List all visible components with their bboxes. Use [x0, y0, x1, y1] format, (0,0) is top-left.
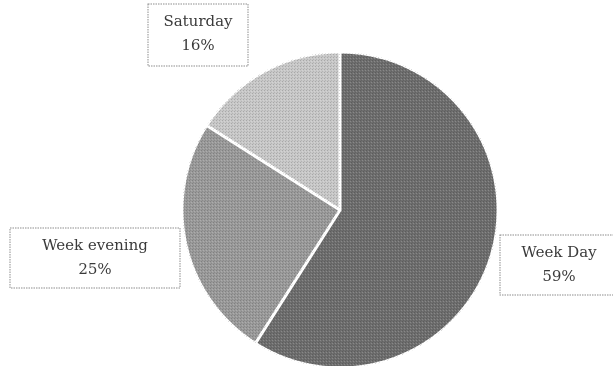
label-box — [147, 3, 249, 67]
slice-category-label: Week Day — [521, 243, 597, 261]
slice-label-week-evening: Week evening 25% — [9, 227, 181, 289]
pie-slice-texture-saturday — [206, 52, 340, 210]
slice-value-label: 25% — [78, 260, 111, 278]
pie-slices — [180, 50, 500, 366]
label-box — [9, 227, 181, 289]
slice-category-label: Week evening — [42, 236, 148, 254]
pie-slice-week-evening — [180, 123, 342, 345]
slice-value-label: 59% — [542, 267, 575, 285]
pie-slice-texture-week-evening — [182, 125, 340, 344]
slice-label-week-day: Week Day 59% — [499, 234, 613, 296]
slice-label-saturday: Saturday 16% — [147, 3, 249, 67]
slice-value-label: 16% — [181, 36, 214, 54]
slice-labels: Week Day 59% Week evening 25% Saturday 16% — [9, 3, 613, 296]
pie-slice-saturday — [205, 50, 342, 212]
pie-slice-texture-week-day — [255, 52, 498, 366]
pie-slice-week-day — [253, 50, 500, 366]
label-box — [499, 234, 613, 296]
slice-category-label: Saturday — [163, 12, 233, 30]
